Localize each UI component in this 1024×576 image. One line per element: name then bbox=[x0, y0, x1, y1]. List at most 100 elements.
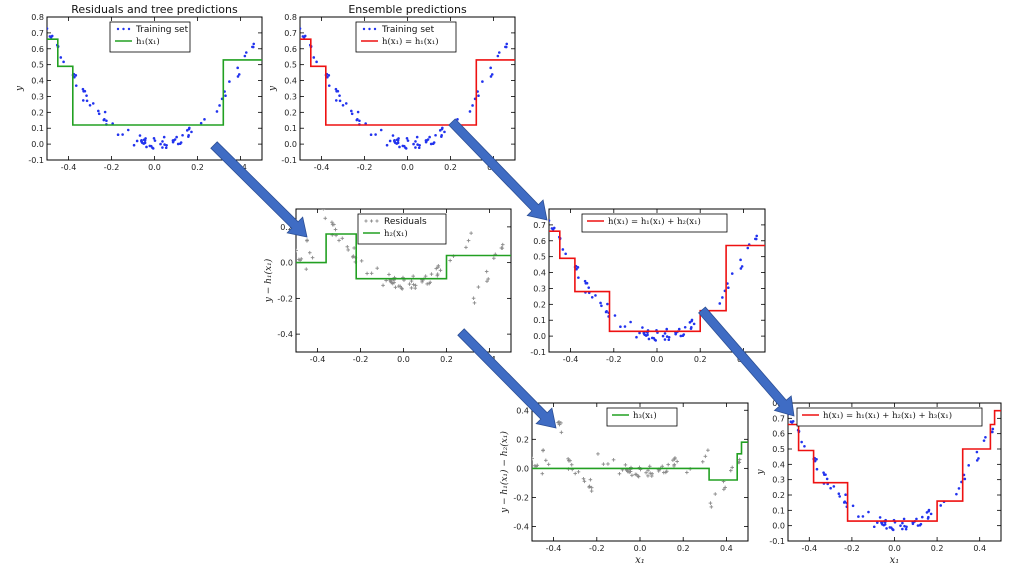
y-tick-label: 0.0 bbox=[284, 140, 297, 149]
residual-point bbox=[625, 468, 629, 473]
plot-p3: -0.4-0.20.00.20.4-0.4-0.20.00.2y − h₁(x₁… bbox=[263, 204, 512, 364]
training-point bbox=[955, 492, 958, 496]
training-point bbox=[243, 54, 247, 58]
plot-p1: Residuals and tree predictions -0.4 -0.2 0.… bbox=[15, 3, 263, 172]
y-tick-label: 0.4 bbox=[516, 406, 529, 415]
training-point bbox=[681, 334, 685, 337]
residual-point bbox=[434, 266, 439, 271]
residual-point bbox=[569, 462, 574, 467]
residual-point bbox=[333, 227, 338, 232]
residual-point bbox=[296, 248, 298, 253]
legend-box bbox=[581, 213, 728, 233]
residual-point bbox=[708, 501, 713, 505]
plot-area bbox=[47, 27, 262, 150]
residual-point bbox=[304, 267, 309, 271]
training-point bbox=[843, 500, 847, 504]
residual-point bbox=[310, 255, 315, 260]
residual-point bbox=[323, 205, 327, 209]
residual-point bbox=[709, 505, 714, 509]
x-tick-label: 0.0 bbox=[634, 544, 647, 553]
training-point bbox=[414, 140, 417, 143]
legend-label: Training set bbox=[381, 25, 435, 35]
x-tick-label: 0.2 bbox=[677, 544, 690, 553]
training-point bbox=[975, 459, 979, 462]
training-point bbox=[891, 528, 895, 532]
y-tick-label: 0.5 bbox=[533, 253, 546, 262]
residual-point bbox=[369, 271, 374, 276]
training-point bbox=[661, 334, 665, 338]
training-point bbox=[358, 119, 361, 123]
training-point bbox=[902, 517, 906, 521]
y-tick-label: 0.0 bbox=[533, 332, 546, 341]
residual-point bbox=[464, 245, 468, 250]
plot-p5: -0.4 -0.2 0.0 0.2 0.4 -0.4 -0.2 0.0 0.2 0.4 y − h₁… bbox=[499, 402, 749, 566]
training-point bbox=[85, 99, 89, 103]
y-tick-label: 0.4 bbox=[284, 77, 297, 86]
residual-point bbox=[321, 204, 325, 208]
training-point bbox=[584, 281, 588, 285]
training-point bbox=[663, 332, 667, 335]
x-tick-label: -0.2 bbox=[357, 163, 373, 172]
training-point bbox=[159, 142, 162, 146]
legend-box bbox=[606, 407, 678, 427]
training-point bbox=[300, 27, 302, 30]
plot-p2: Ensemble predictions -0.4 -0.2 0.0 0.2 0.4 -0.… bbox=[268, 3, 516, 172]
training-point bbox=[665, 327, 669, 331]
training-point bbox=[74, 74, 78, 77]
residual-point bbox=[500, 246, 505, 250]
y-tick-label: 0.8 bbox=[284, 13, 297, 22]
training-point bbox=[929, 512, 933, 516]
training-point bbox=[62, 60, 65, 64]
residual-point bbox=[566, 456, 570, 461]
y-tick-label: 0.4 bbox=[31, 77, 44, 86]
training-point bbox=[505, 42, 509, 46]
x-tick-label: 0.2 bbox=[191, 163, 204, 172]
training-point bbox=[496, 54, 500, 58]
training-point bbox=[583, 279, 587, 283]
training-point bbox=[73, 75, 76, 79]
training-point bbox=[144, 137, 147, 140]
training-point bbox=[244, 51, 248, 54]
prediction-line bbox=[788, 409, 1001, 522]
legend-label: h₂(x₁) bbox=[384, 228, 408, 239]
residual-point bbox=[423, 274, 428, 278]
y-tick-label: -0.1 bbox=[530, 348, 546, 357]
residual-point bbox=[627, 470, 631, 475]
residual-point bbox=[559, 421, 563, 425]
training-point bbox=[577, 276, 580, 279]
y-tick-label: 0.7 bbox=[31, 29, 44, 38]
training-point bbox=[605, 309, 608, 313]
training-point bbox=[417, 146, 421, 150]
residual-point bbox=[307, 250, 312, 255]
training-point bbox=[175, 135, 178, 139]
legend: h(x₁) = h₁(x₁) + h₂(x₁) bbox=[581, 213, 728, 233]
residual-point bbox=[601, 462, 606, 466]
training-point bbox=[338, 94, 341, 97]
y-tick-label: 0.5 bbox=[772, 445, 785, 454]
residual-point bbox=[660, 464, 665, 469]
residual-point bbox=[323, 216, 328, 221]
training-point bbox=[815, 467, 819, 471]
training-point bbox=[391, 134, 395, 137]
residual-point bbox=[345, 244, 350, 249]
y-tick-label: 0.4 bbox=[533, 269, 546, 278]
y-tick-label: 0.7 bbox=[772, 414, 785, 423]
training-point bbox=[497, 51, 501, 54]
legend-label: h(x₁) = h₁(x₁) bbox=[382, 36, 439, 47]
training-point bbox=[456, 118, 459, 121]
training-point bbox=[116, 133, 120, 136]
residual-point bbox=[411, 282, 416, 287]
training-point bbox=[356, 110, 360, 114]
training-point bbox=[789, 420, 793, 424]
training-point bbox=[641, 326, 644, 329]
legend-box bbox=[355, 21, 457, 53]
residual-point bbox=[500, 242, 505, 247]
training-point bbox=[162, 135, 166, 139]
training-point bbox=[665, 335, 669, 338]
y-tick-label: 0.5 bbox=[284, 61, 297, 70]
training-point bbox=[47, 27, 49, 30]
training-point bbox=[915, 517, 918, 521]
training-point bbox=[215, 110, 219, 113]
residual-point bbox=[438, 268, 443, 273]
